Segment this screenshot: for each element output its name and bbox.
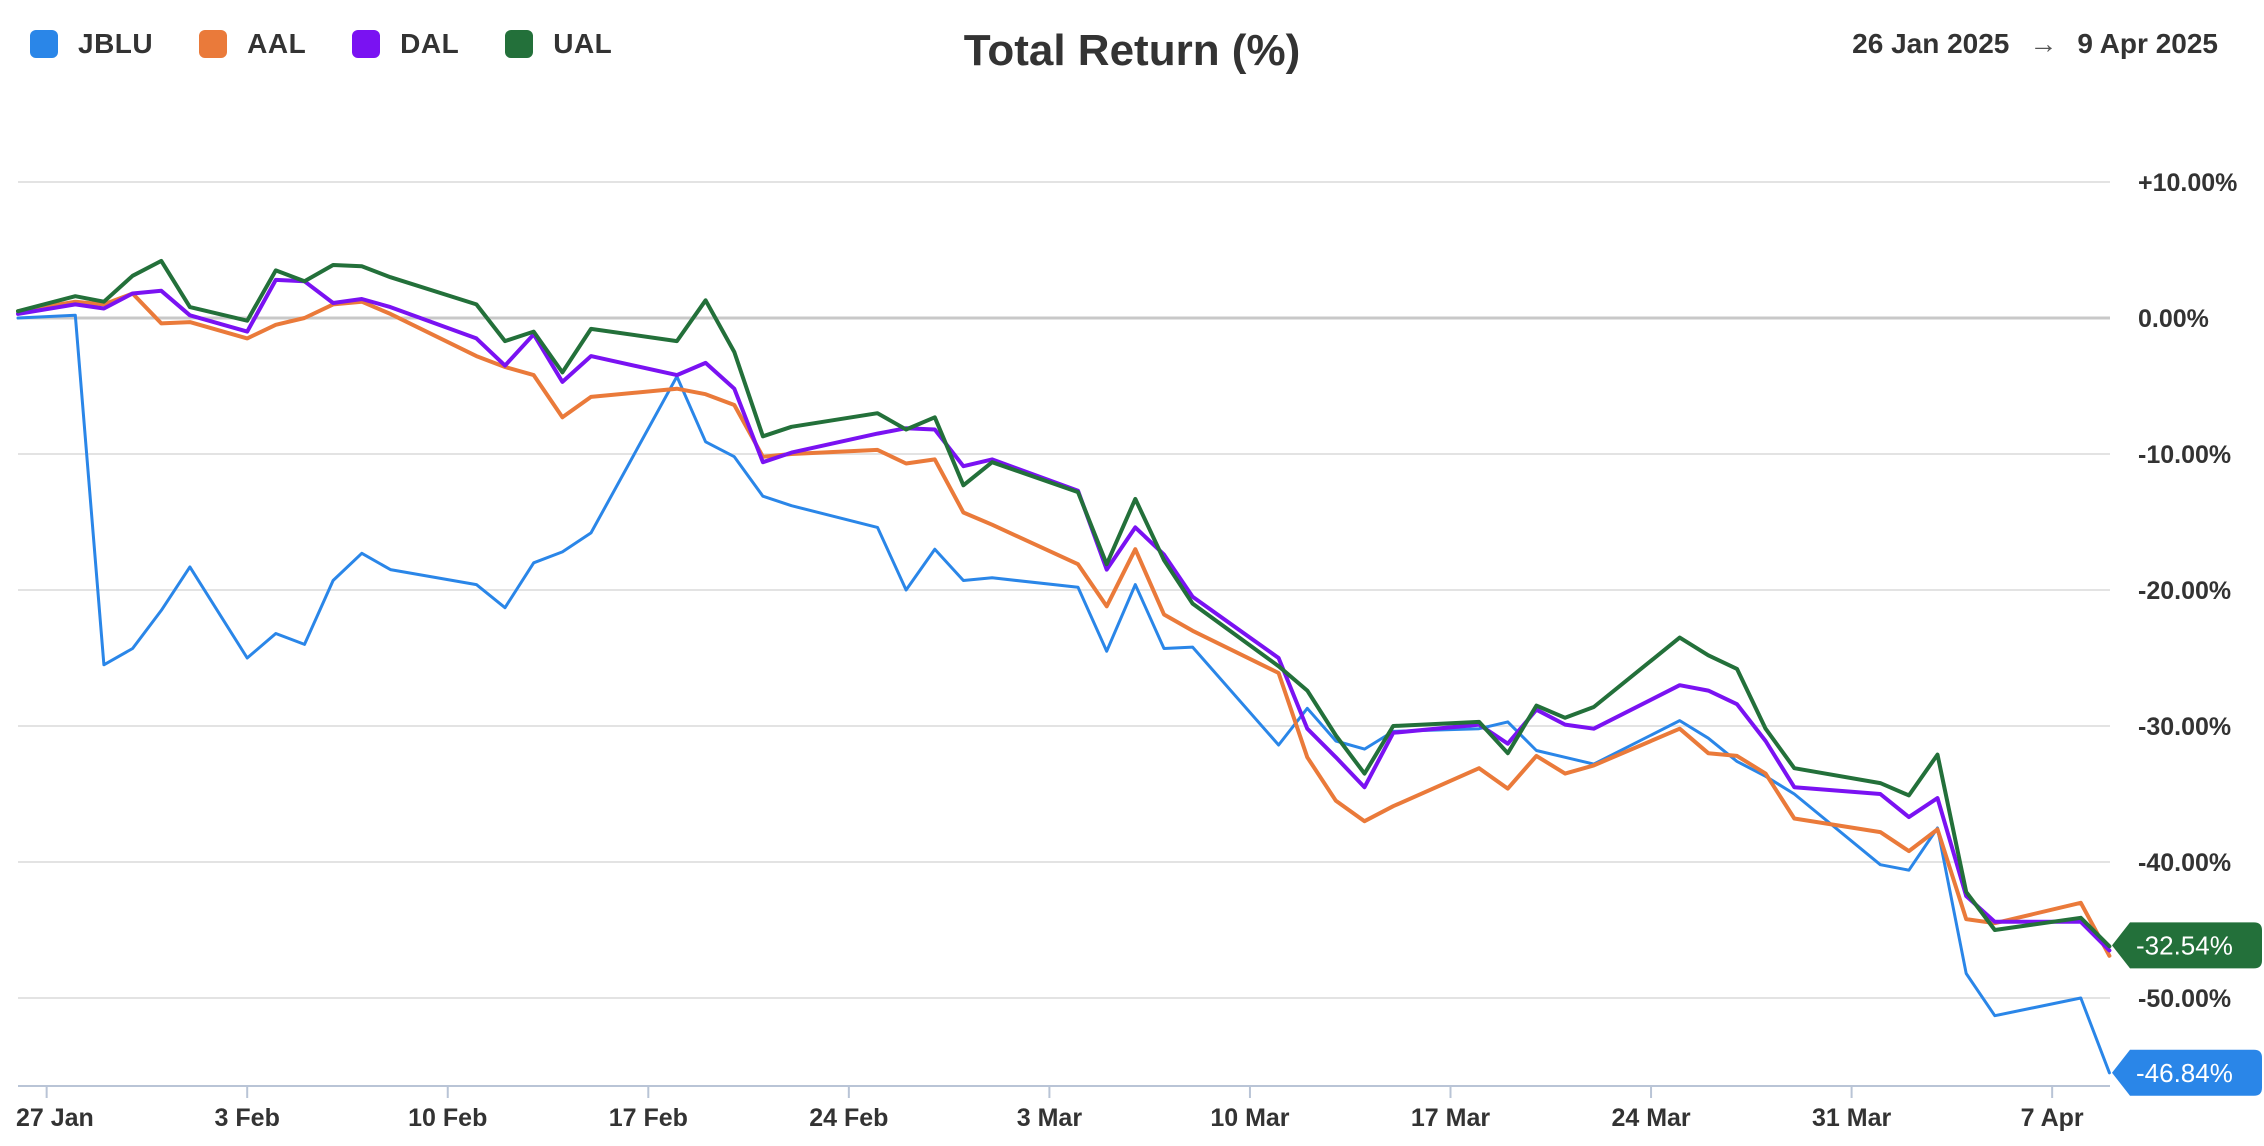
x-tick-label: 31 Mar bbox=[1812, 1104, 1891, 1132]
chart-title: Total Return (%) bbox=[963, 26, 1301, 75]
x-tick-label: 10 Mar bbox=[1210, 1104, 1289, 1132]
legend-label-dal: DAL bbox=[400, 28, 460, 59]
x-tick-label: 7 Apr bbox=[2021, 1104, 2084, 1132]
x-tick-label: 24 Mar bbox=[1611, 1104, 1690, 1132]
legend: JBLU AAL DAL UAL bbox=[30, 28, 612, 60]
legend-item-aal[interactable]: AAL bbox=[199, 28, 306, 60]
date-range[interactable]: 26 Jan 2025 → 9 Apr 2025 bbox=[1852, 28, 2218, 60]
y-tick-label: +10.00% bbox=[2138, 169, 2237, 197]
series-line-jblu[interactable] bbox=[16, 313, 2111, 1075]
x-tick-label: 17 Mar bbox=[1411, 1104, 1490, 1132]
legend-swatch-aal bbox=[199, 30, 228, 58]
legend-item-dal[interactable]: DAL bbox=[352, 28, 459, 60]
y-axis-ticks: +10.00% 0.00% -10.00% -20.00% -30.00% -40.00%… bbox=[2138, 169, 2237, 1013]
x-axis-ticks: 27 Jan 3 Feb 10 Feb 17 Feb 24 Feb 3 Mar 10 Mar… bbox=[16, 1086, 2084, 1132]
x-tick-label: 10 Feb bbox=[408, 1104, 487, 1132]
y-tick-label: -50.00% bbox=[2138, 985, 2231, 1013]
end-label-jblu: -46.84% bbox=[2112, 1049, 2262, 1096]
x-tick-label: 3 Mar bbox=[1017, 1104, 1083, 1132]
y-tick-label: 0.00% bbox=[2138, 305, 2209, 333]
legend-swatch-jblu bbox=[30, 30, 58, 58]
end-labels: -32.54% -46.84% bbox=[2112, 922, 2262, 1096]
x-tick-label: 3 Feb bbox=[215, 1104, 280, 1132]
end-label-text: -32.54% bbox=[2136, 930, 2233, 960]
end-label-text: -46.84% bbox=[2136, 1058, 2233, 1088]
series-line-ual[interactable] bbox=[16, 258, 2112, 949]
y-tick-label: -10.00% bbox=[2138, 441, 2231, 469]
date-range-start: 26 Jan 2025 bbox=[1852, 28, 2010, 59]
y-tick-label: -20.00% bbox=[2138, 577, 2231, 605]
x-tick-label: 27 Jan bbox=[16, 1104, 94, 1132]
series-line-aal[interactable] bbox=[16, 291, 2112, 958]
x-tick-label: 24 Feb bbox=[809, 1104, 888, 1132]
legend-item-jblu[interactable]: JBLU bbox=[30, 28, 153, 60]
series-line-dal[interactable] bbox=[16, 277, 2112, 953]
date-range-end: 9 Apr 2025 bbox=[2077, 28, 2218, 59]
x-tick-label: 17 Feb bbox=[609, 1104, 688, 1132]
end-label-ual: -32.54% bbox=[2112, 922, 2262, 969]
legend-item-ual[interactable]: UAL bbox=[505, 28, 612, 60]
legend-swatch-dal bbox=[352, 30, 381, 58]
y-tick-label: -40.00% bbox=[2138, 849, 2231, 877]
y-tick-label: -30.00% bbox=[2138, 713, 2231, 741]
series-lines bbox=[16, 258, 2112, 1075]
legend-label-ual: UAL bbox=[553, 28, 613, 59]
arrow-right-icon: → bbox=[2029, 28, 2058, 59]
gridlines bbox=[18, 181, 2110, 1087]
legend-swatch-ual bbox=[505, 30, 534, 58]
end-label-flag bbox=[2112, 922, 2262, 969]
legend-label-jblu: JBLU bbox=[78, 28, 154, 59]
legend-label-aal: AAL bbox=[247, 28, 307, 59]
end-label-flag bbox=[2112, 1049, 2262, 1096]
